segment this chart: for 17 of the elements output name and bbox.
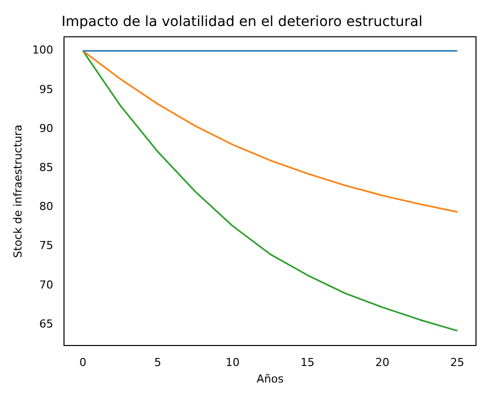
- y-axis-title: Stock de infraestructura: [11, 124, 24, 258]
- y-tick-label: 85: [39, 160, 54, 174]
- x-tick-label: 0: [79, 356, 86, 370]
- x-tick-label: 15: [300, 356, 315, 370]
- x-tick-label: 20: [375, 356, 390, 370]
- y-tick-label: 70: [39, 278, 54, 292]
- y-tick-label: 90: [39, 122, 54, 135]
- chart-title: Impacto de la volatilidad en el deterioro estructural: [61, 14, 423, 30]
- y-tick-label: 80: [39, 200, 54, 214]
- x-axis-title: Años: [256, 372, 284, 386]
- y-tick-label: 75: [39, 239, 54, 252]
- x-tick-label: 10: [226, 356, 240, 370]
- x-tick-label: 25: [450, 356, 464, 370]
- y-tick-label: 95: [39, 82, 54, 96]
- y-tick-label: 65: [39, 317, 54, 330]
- x-tick-label: 5: [154, 356, 162, 370]
- y-tick-label: 100: [32, 44, 54, 57]
